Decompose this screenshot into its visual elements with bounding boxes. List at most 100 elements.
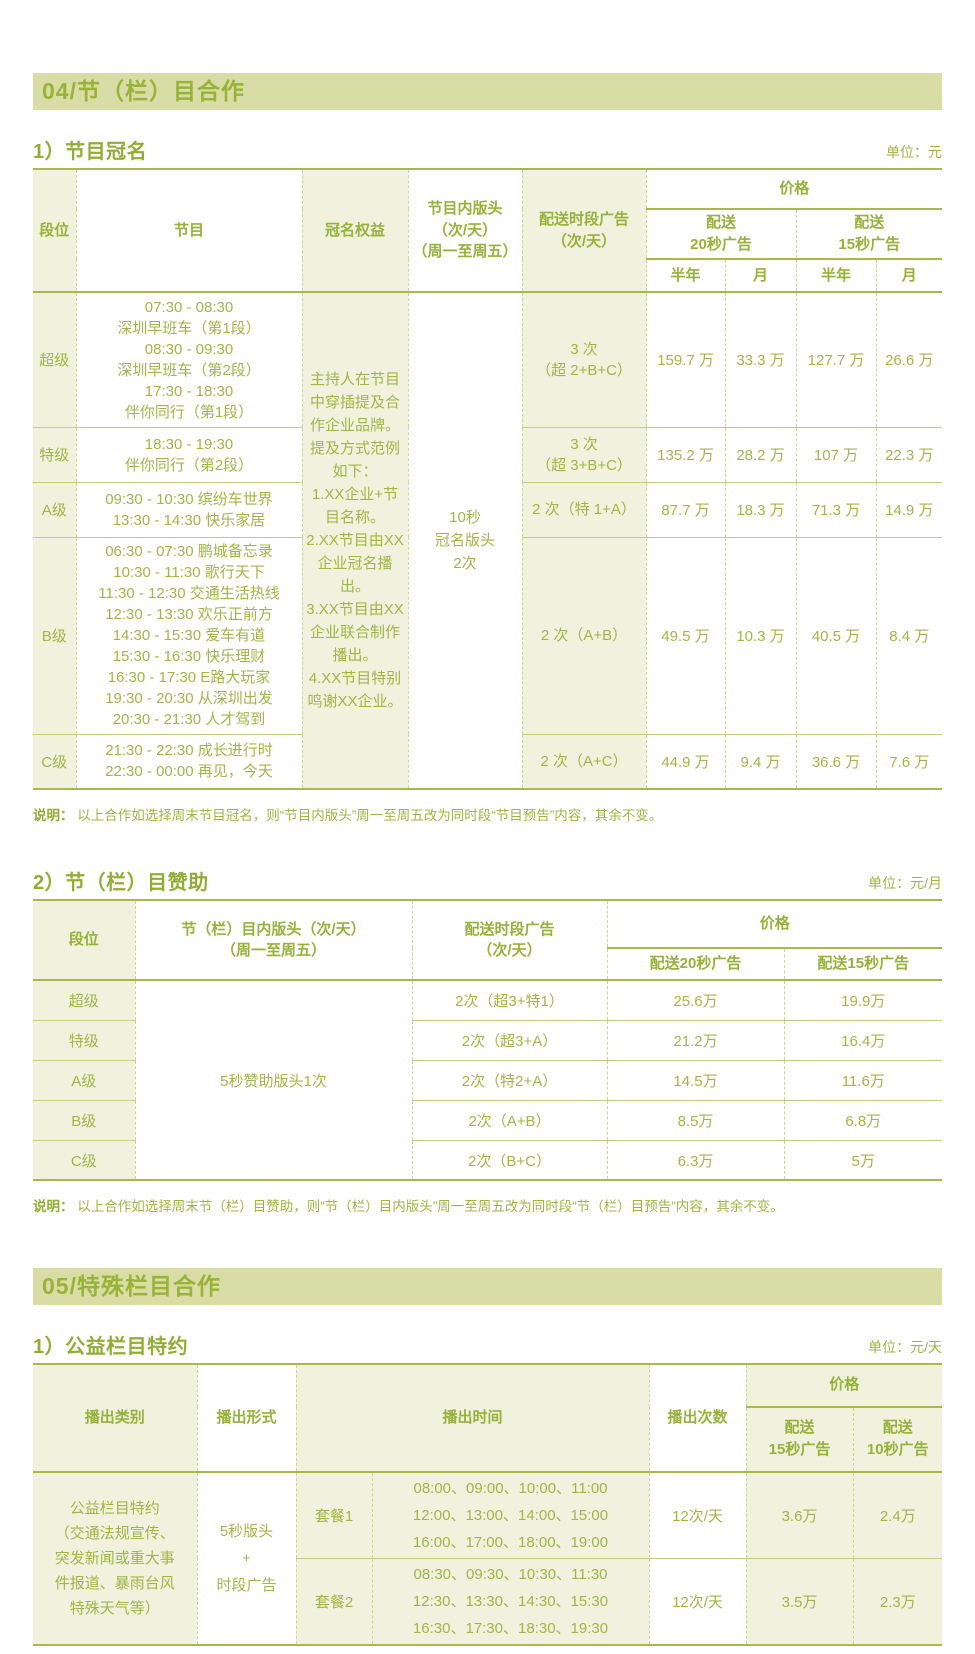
col-header-broadcast-count: 播出次数: [649, 1363, 747, 1473]
price-cell: 8.4 万: [876, 536, 943, 734]
psa-section-header: 1）公益栏目特约 单位：元/天: [33, 1330, 942, 1359]
note-text: 以上合作如选择周末节（栏）目赞助，则“节（栏）目内版头”周一至周五改为同时段“节…: [77, 1199, 784, 1215]
price-cell: 49.5 万: [646, 536, 726, 734]
price-cell: 2.4万: [853, 1471, 943, 1558]
sponsor-table-head: 段位 节（栏）目内版头（次/天） （周一至周五） 配送时段广告 （次/天） 价格 配…: [33, 900, 943, 982]
sponsor-unit-label: 单位：元/月: [868, 875, 942, 892]
program-cell: 09:30 - 10:30 缤纷车世界 13:30 - 14:30 快乐家居: [76, 481, 303, 537]
col-header-delivery: 配送时段广告 （次/天）: [412, 900, 608, 982]
rank-cell: 超级: [33, 980, 136, 1021]
program-cell: 21:30 - 22:30 成长进行时 22:30 - 00:00 再见，今天: [76, 733, 303, 789]
broadcast-form-cell: 5秒版头 + 时段广告: [197, 1471, 297, 1645]
rank-cell: 超级: [33, 292, 77, 427]
naming-rights-cell: 主持人在节目中穿插提及合作企业品牌。 提及方式范例如下： 1.XX企业+节目名称。 2…: [302, 292, 409, 789]
naming-row-a: A级 09:30 - 10:30 缤纷车世界 13:30 - 14:30 快乐家居…: [33, 481, 943, 537]
section-05-band-title: 05/特殊栏目合作: [42, 1272, 221, 1299]
delivery-cell: 2次（A+B）: [412, 1099, 608, 1141]
note-label: 说明：: [33, 1199, 74, 1215]
col-header-10s-ad: 配送 10秒广告: [853, 1406, 943, 1473]
psa-row-package2: 套餐2 08:30、09:30、10:30、11:30 12:30、13:30、1…: [33, 1557, 943, 1645]
sponsor-title: 2）节（栏）目赞助: [33, 872, 209, 895]
delivery-cell: 2 次（A+B）: [522, 536, 647, 734]
price-cell: 107 万: [796, 426, 877, 482]
price-cell: 159.7 万: [646, 292, 726, 427]
sponsor-section-header: 2）节（栏）目赞助 单位：元/月: [33, 866, 942, 895]
delivery-cell: 2 次（A+C）: [522, 733, 647, 789]
col-header-broadcast-time: 播出时间: [296, 1363, 650, 1473]
price-cell: 19.9万: [841, 993, 886, 1010]
sponsor-row-b: B级 2次（A+B） 8.5万 6.8万: [33, 1099, 943, 1141]
price-cell: 22.3 万: [876, 426, 943, 482]
delivery-cell: 3 次（超 3+B+C）: [522, 426, 647, 482]
broadcast-times-cell: 08:30、09:30、10:30、11:30 12:30、13:30、14:30…: [372, 1557, 650, 1645]
col-header-banner: 节（栏）目内版头（次/天） （周一至周五）: [135, 900, 413, 982]
col-header-program: 节目: [76, 169, 303, 293]
col-header-rank: 段位: [33, 169, 77, 293]
price-cell: 8.5万: [607, 1099, 785, 1141]
col-header-price: 价格: [607, 900, 943, 950]
naming-unit-label: 单位：元: [886, 144, 942, 160]
note-text: 以上合作如选择周末节目冠名，则“节目内版头”周一至周五改为同时段“节目预告”内容…: [77, 808, 663, 823]
broadcast-count-cell: 12次/天: [649, 1557, 747, 1645]
price-cell: 36.6 万: [796, 733, 877, 789]
program-cell: 06:30 - 07:30 鹏城备忘录 10:30 - 11:30 歌行天下 11:…: [76, 536, 303, 734]
sponsor-table: 段位 节（栏）目内版头（次/天） （周一至周五） 配送时段广告 （次/天） 价格 配…: [33, 899, 943, 1182]
price-cell: 14.5万: [607, 1059, 785, 1101]
broadcast-times-cell: 08:00、09:00、10:00、11:00 12:00、13:00、14:00…: [372, 1471, 650, 1558]
delivery-cell: 2 次（特 1+A）: [522, 481, 647, 537]
section-04-band: 04/节（栏）目合作: [33, 73, 942, 110]
naming-table-head: 段位 节目 冠名权益 节目内版头 （次/天） （周一至周五） 配送时段广告 （次/天）…: [33, 169, 943, 293]
psa-row-package1: 公益栏目特约 （交通法规宣传、 突发新闻或重大事 件报道、暴雨台风 特殊天气等） 5秒版…: [33, 1471, 943, 1645]
col-header-month: 月: [725, 259, 797, 293]
price-cell: 18.3 万: [725, 481, 797, 537]
rank-cell: 特级: [33, 1019, 136, 1061]
col-header-broadcast-category: 播出类别: [33, 1363, 198, 1473]
delivery-cell: 2次（超3+A）: [412, 1019, 608, 1061]
rank-cell: A级: [33, 1059, 136, 1101]
sponsor-row-super: 超级 5秒赞助版头1次 2次（超3+特1） 25.6万 19.9万: [33, 980, 942, 1181]
price-cell: 127.7 万: [796, 292, 877, 427]
rank-cell: B级: [33, 536, 77, 734]
price-cell: 87.7 万: [646, 481, 726, 537]
naming-table: 段位 节目 冠名权益 节目内版头 （次/天） （周一至周五） 配送时段广告 （次/天）…: [33, 168, 943, 790]
price-cell: 135.2 万: [646, 426, 726, 482]
price-cell: 44.9 万: [646, 733, 726, 789]
naming-row-b: B级 06:30 - 07:30 鹏城备忘录 10:30 - 11:30 歌行天下…: [33, 536, 943, 734]
psa-table-head: 播出类别 播出形式 播出时间 播出次数 价格 配送 15秒广告 配送 10秒广告: [33, 1363, 943, 1473]
col-header-20s-ad: 配送20秒广告: [607, 948, 785, 982]
delivery-cell: 2次（超3+特1）: [412, 980, 608, 1021]
section-04-band-title: 04/节（栏）目合作: [42, 78, 245, 104]
program-cell: 18:30 - 19:30 伴你同行（第2段）: [76, 426, 303, 482]
col-header-delivery: 配送时段广告 （次/天）: [522, 169, 647, 293]
col-header-15s-ad: 配送15秒广告: [784, 948, 943, 982]
col-header-half-year: 半年: [646, 259, 726, 293]
rank-cell: 特级: [33, 426, 77, 482]
col-header-month: 月: [876, 259, 943, 293]
sponsor-row-c: C级 2次（B+C） 6.3万 5万: [33, 1139, 943, 1181]
delivery-cell: 2次（B+C）: [412, 1139, 608, 1181]
col-header-price: 价格: [746, 1363, 943, 1408]
price-cell: 14.9 万: [876, 481, 943, 537]
col-header-rank: 段位: [33, 900, 136, 982]
psa-unit-label: 单位：元/天: [868, 1338, 942, 1355]
price-cell: 2.3万: [853, 1557, 943, 1645]
price-cell: 3.6万: [746, 1471, 854, 1558]
sponsor-row-special: 特级 2次（超3+A） 21.2万 16.4万: [33, 1019, 943, 1061]
price-cell: 25.6万: [607, 980, 785, 1021]
price-cell: 26.6 万: [885, 352, 934, 370]
col-header-naming-rights: 冠名权益: [302, 169, 409, 293]
psa-table: 播出类别 播出形式 播出时间 播出次数 价格 配送 15秒广告 配送 10秒广告 公…: [33, 1362, 943, 1646]
price-cell: 9.4 万: [725, 733, 797, 789]
rank-cell: C级: [33, 733, 77, 789]
naming-row-super: 超级 07:30 - 08:30 深圳早班车（第1段） 08:30 - 09:30 深…: [33, 292, 942, 789]
package-cell: 套餐2: [296, 1557, 373, 1645]
col-header-half-year: 半年: [796, 259, 877, 293]
naming-row-special: 特级 18:30 - 19:30 伴你同行（第2段） 3 次（超 3+B+C） 1…: [33, 426, 943, 482]
delivery-cell: 2次（特2+A）: [412, 1059, 608, 1101]
naming-note: 说明： 以上合作如选择周末节目冠名，则“节目内版头”周一至周五改为同时段“节目预…: [33, 806, 942, 826]
price-cell: 11.6万: [784, 1059, 943, 1101]
psa-title: 1）公益栏目特约: [33, 1335, 189, 1358]
